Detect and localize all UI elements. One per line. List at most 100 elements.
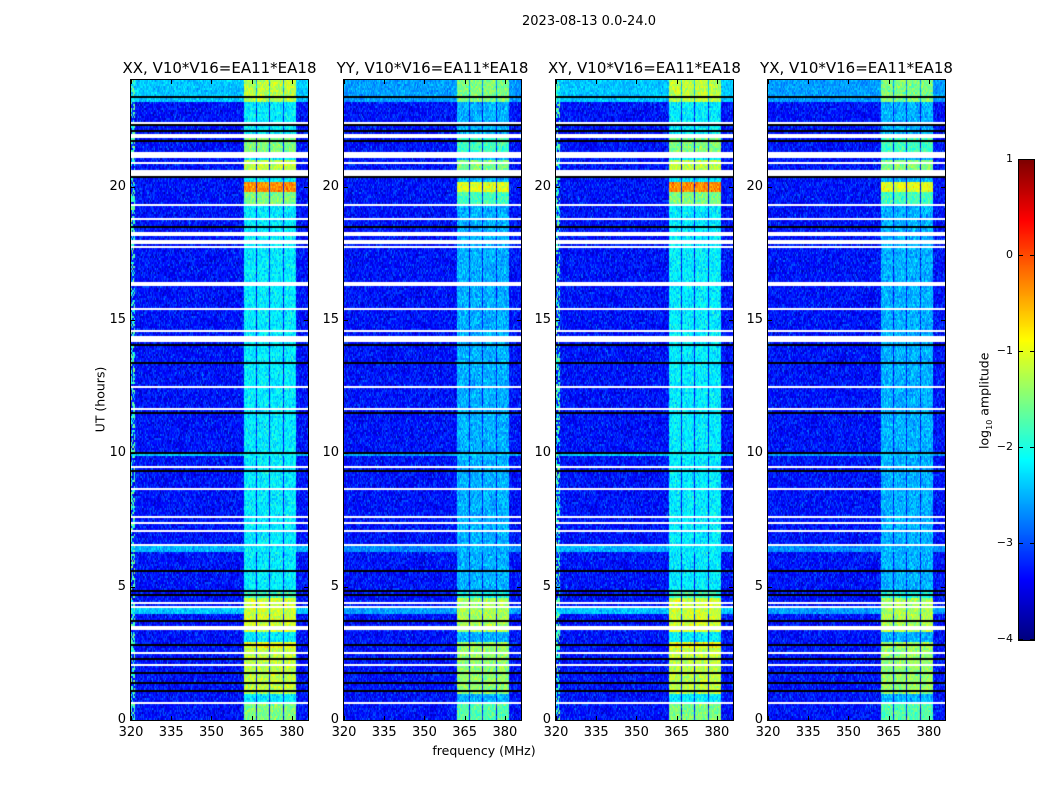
x-tick-label: 335 (371, 725, 397, 740)
colorbar-label-sub: 10 (984, 419, 994, 430)
x-tick-mark (556, 716, 557, 720)
y-tick-mark (131, 586, 135, 588)
x-tick-mark (596, 716, 598, 720)
y-tick-label: 20 (109, 178, 126, 194)
y-tick-label: 5 (117, 578, 126, 594)
y-tick-mark (941, 186, 945, 188)
x-tick-mark (464, 80, 466, 84)
y-tick-label: 15 (746, 312, 763, 327)
panel-title: YX, V10*V16=EA11*EA18 (760, 59, 953, 77)
colorbar-tick-mark (1030, 447, 1034, 448)
x-tick-mark (768, 716, 769, 720)
heatmap-image (344, 80, 521, 720)
x-tick-label: 380 (704, 725, 730, 740)
x-tick-mark (848, 716, 850, 720)
y-tick-mark (131, 453, 135, 455)
x-tick-mark (384, 80, 386, 84)
y-tick-label: 0 (330, 712, 339, 727)
x-tick-label: 365 (664, 725, 690, 740)
x-tick-mark (464, 716, 466, 720)
y-tick-mark (768, 453, 772, 455)
y-tick-label: 20 (534, 178, 551, 194)
heatmap-panel-yy (343, 79, 522, 721)
x-tick-mark (131, 716, 132, 720)
y-tick-label: 0 (542, 712, 551, 727)
colorbar-tick-mark (1019, 159, 1023, 160)
heatmap-panel-yx (767, 79, 946, 721)
y-tick-mark (556, 186, 560, 188)
y-tick-label: 15 (109, 312, 126, 327)
x-tick-mark (596, 80, 598, 84)
x-tick-label: 335 (795, 725, 821, 740)
colorbar-tick-mark (1019, 447, 1023, 448)
x-tick-label: 350 (412, 725, 437, 740)
colorbar-tick-mark (1030, 351, 1034, 352)
colorbar-tick-mark (1019, 351, 1023, 352)
x-tick-label: 350 (199, 725, 224, 740)
x-tick-mark (251, 716, 253, 720)
y-tick-label: 0 (117, 712, 126, 727)
x-tick-mark (131, 80, 132, 84)
x-tick-mark (424, 716, 426, 720)
y-tick-mark (768, 720, 772, 721)
x-tick-mark (291, 716, 293, 720)
colorbar-tick-label: 0 (1006, 248, 1013, 261)
x-tick-label: 320 (543, 725, 569, 740)
y-tick-label: 20 (746, 178, 763, 194)
y-tick-mark (556, 320, 560, 321)
x-tick-label: 335 (583, 725, 609, 740)
y-tick-mark (304, 320, 308, 321)
x-tick-mark (291, 80, 293, 84)
y-tick-mark (344, 186, 348, 188)
x-tick-mark (504, 80, 506, 84)
colorbar-tick-label: −2 (996, 440, 1013, 453)
x-tick-label: 350 (624, 725, 649, 740)
panel-title: XX, V10*V16=EA11*EA18 (122, 59, 317, 77)
x-tick-mark (211, 80, 213, 84)
x-tick-label: 365 (452, 725, 478, 740)
x-tick-mark (251, 80, 253, 84)
x-tick-mark (808, 716, 810, 720)
colorbar-tick-mark (1030, 159, 1034, 160)
y-tick-mark (304, 186, 308, 188)
x-tick-mark (888, 80, 890, 84)
colorbar-tick-mark (1019, 255, 1023, 256)
colorbar-gradient (1019, 160, 1034, 640)
y-tick-label: 5 (330, 578, 339, 594)
colorbar-tick-mark (1019, 543, 1023, 544)
y-tick-label: 10 (534, 445, 551, 461)
colorbar-label: log10 amplitude (976, 346, 994, 456)
colorbar (1018, 159, 1035, 641)
x-tick-mark (808, 80, 810, 84)
colorbar-tick-mark (1030, 543, 1034, 544)
x-tick-mark (384, 716, 386, 720)
y-tick-label: 5 (542, 578, 551, 594)
x-tick-mark (211, 716, 213, 720)
colorbar-tick-label: −1 (996, 344, 1013, 357)
y-tick-mark (517, 453, 521, 455)
x-tick-label: 380 (492, 725, 518, 740)
y-tick-mark (517, 720, 521, 721)
figure-suptitle: 2023-08-13 0.0-24.0 (522, 14, 656, 29)
y-tick-label: 20 (322, 178, 339, 194)
colorbar-tick-label: −3 (996, 536, 1013, 549)
y-tick-label: 10 (322, 445, 339, 461)
x-tick-mark (928, 716, 930, 720)
colorbar-tick-mark (1030, 639, 1034, 640)
x-tick-mark (424, 80, 426, 84)
x-tick-label: 350 (836, 725, 861, 740)
x-tick-mark (928, 80, 930, 84)
x-tick-mark (636, 716, 638, 720)
y-tick-label: 15 (322, 312, 339, 327)
x-tick-mark (504, 716, 506, 720)
x-tick-mark (171, 80, 173, 84)
y-tick-mark (344, 720, 348, 721)
y-tick-mark (131, 720, 135, 721)
y-tick-mark (941, 320, 945, 321)
heatmap-panel-xy (555, 79, 734, 721)
x-tick-label: 365 (876, 725, 902, 740)
y-tick-label: 5 (754, 578, 763, 594)
y-tick-mark (517, 586, 521, 588)
y-tick-mark (941, 586, 945, 588)
colorbar-tick-label: −4 (996, 632, 1013, 645)
